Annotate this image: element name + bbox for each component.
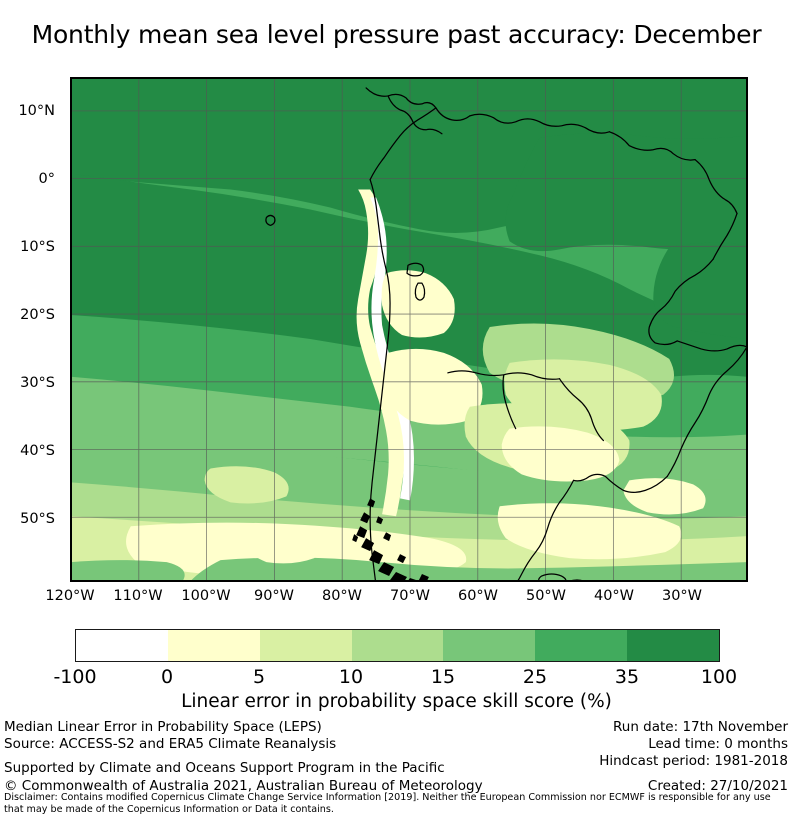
ytick-label-0: 0° bbox=[38, 171, 55, 187]
ytick-label-20s: 20°S bbox=[20, 307, 55, 323]
xtick-label-70w: 70°W bbox=[389, 588, 431, 604]
footer-copyright: © Commonwealth of Australia 2021, Austra… bbox=[4, 778, 483, 794]
colorbar-tick-15: 15 bbox=[430, 666, 456, 688]
ytick-label-50s: 50°S bbox=[20, 511, 55, 527]
footer-disclaimer: Disclaimer: Contains modified Copernicus… bbox=[4, 792, 771, 816]
map-heatmap-canvas bbox=[71, 78, 747, 581]
footer-metric: Median Linear Error in Probability Space… bbox=[4, 719, 322, 735]
page-title: Monthly mean sea level pressure past acc… bbox=[31, 20, 762, 49]
xtick-label-110w: 110°W bbox=[113, 588, 163, 604]
map-plot-area bbox=[70, 77, 748, 582]
colorbar bbox=[75, 629, 720, 662]
colorbar-segment-0-5 bbox=[167, 630, 260, 661]
colorbar-tick-100: 100 bbox=[700, 666, 738, 688]
colorbar-tick-0: 0 bbox=[160, 666, 174, 688]
colorbar-tick-neg100: -100 bbox=[53, 666, 97, 688]
xtick-label-90w: 90°W bbox=[253, 588, 295, 604]
colorbar-segment-25-35 bbox=[535, 630, 628, 661]
ytick-label-10s: 10°S bbox=[20, 239, 55, 255]
colorbar-segment-10-15 bbox=[351, 630, 444, 661]
colorbar-tick-5: 5 bbox=[252, 666, 266, 688]
footer-source: Source: ACCESS-S2 and ERA5 Climate Reana… bbox=[4, 736, 337, 752]
xtick-label-50w: 50°W bbox=[525, 588, 567, 604]
colorbar-gradient bbox=[75, 629, 720, 662]
xtick-label-60w: 60°W bbox=[457, 588, 499, 604]
colorbar-title: Linear error in probability space skill … bbox=[181, 691, 612, 712]
ytick-label-30s: 30°S bbox=[20, 375, 55, 391]
footer-lead-time: Lead time: 0 months bbox=[648, 736, 788, 752]
footer-run-date: Run date: 17th November bbox=[612, 719, 788, 735]
xtick-label-120w: 120°W bbox=[45, 588, 95, 604]
xtick-label-80w: 80°W bbox=[321, 588, 363, 604]
colorbar-segment-15-25 bbox=[443, 630, 536, 661]
footer-created: Created: 27/10/2021 bbox=[647, 778, 788, 794]
xtick-label-40w: 40°W bbox=[593, 588, 635, 604]
colorbar-tick-35: 35 bbox=[614, 666, 640, 688]
ytick-label-10n: 10°N bbox=[18, 103, 55, 119]
colorbar-segment-neg100-0 bbox=[76, 630, 168, 661]
colorbar-tick-25: 25 bbox=[522, 666, 548, 688]
xtick-label-100w: 100°W bbox=[181, 588, 231, 604]
footer-hindcast-period: Hindcast period: 1981-2018 bbox=[599, 753, 788, 769]
xtick-label-30w: 30°W bbox=[661, 588, 703, 604]
ytick-label-40s: 40°S bbox=[20, 443, 55, 459]
colorbar-tick-10: 10 bbox=[338, 666, 364, 688]
footer-support: Supported by Climate and Oceans Support … bbox=[4, 760, 445, 776]
colorbar-segment-35-100 bbox=[627, 630, 720, 661]
colorbar-segment-5-10 bbox=[259, 630, 352, 661]
